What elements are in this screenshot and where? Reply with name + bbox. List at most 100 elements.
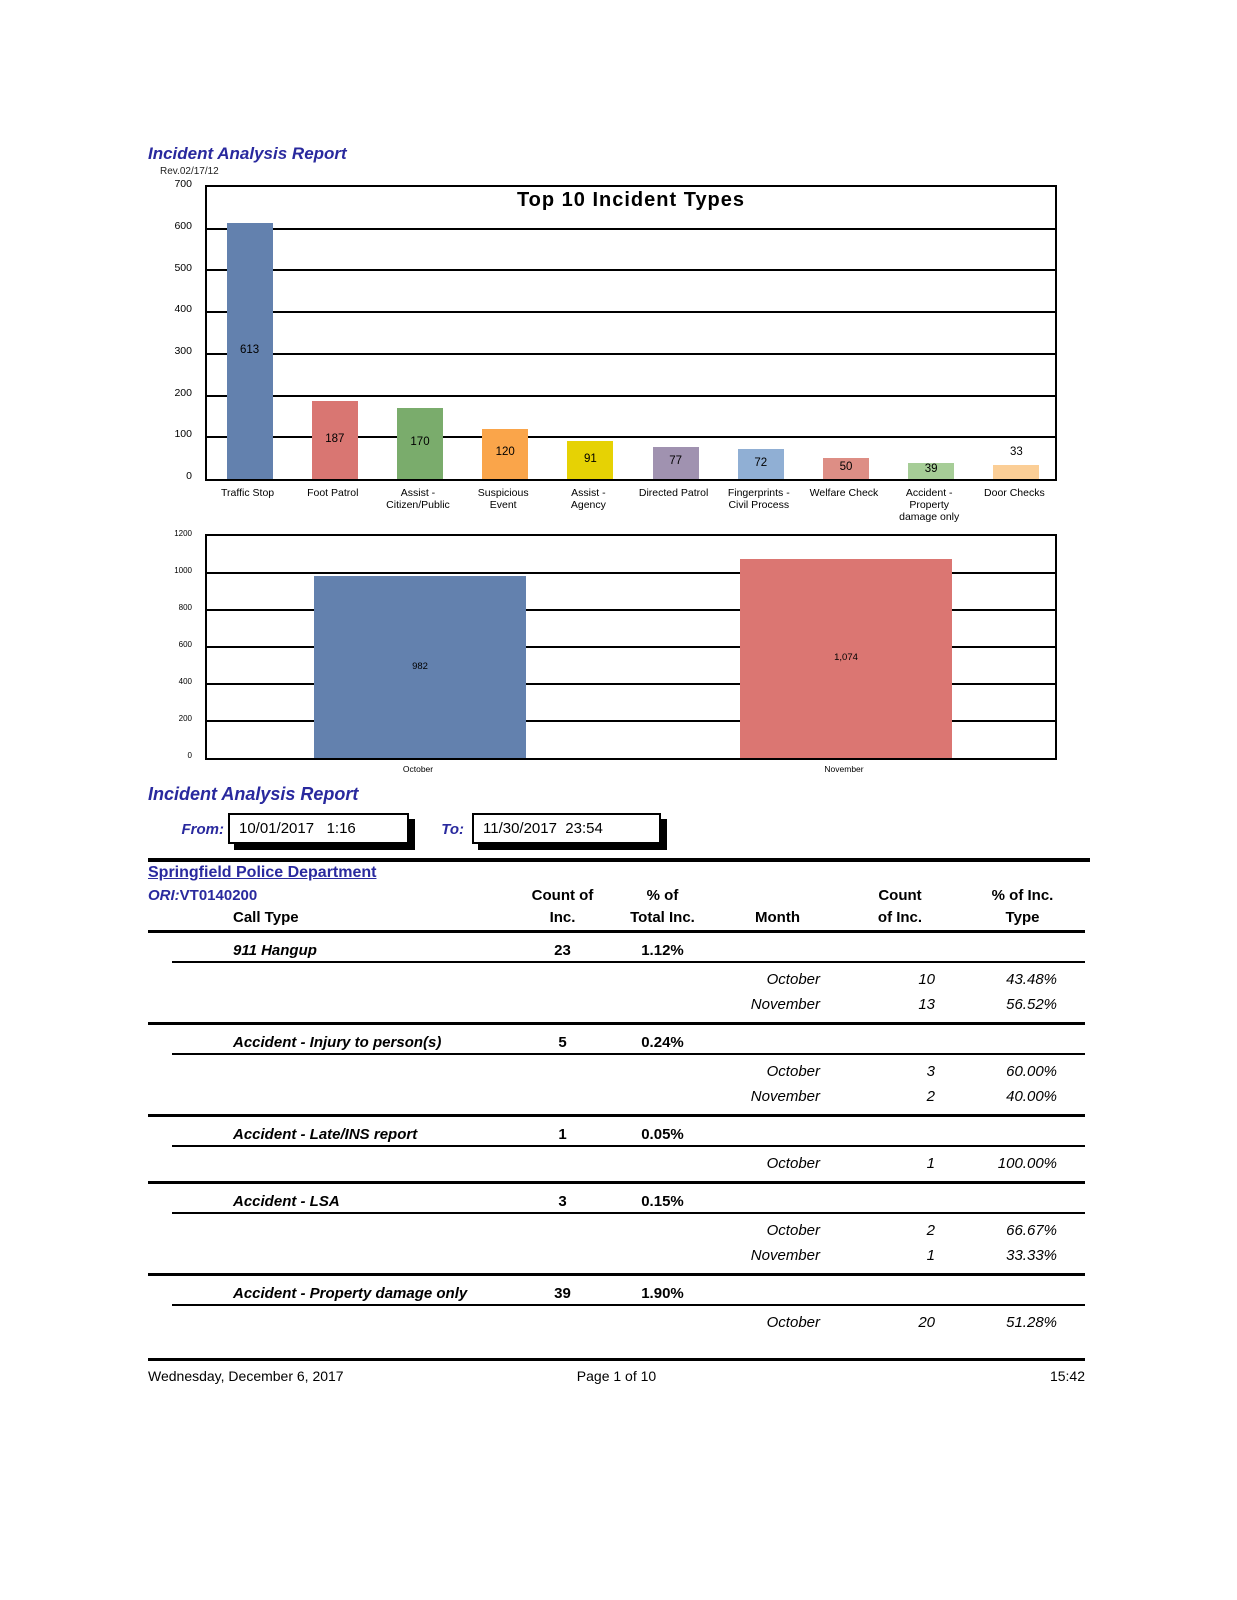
call-type-cell: Accident - Injury to person(s)	[233, 1034, 442, 1051]
month-count-cell: 10	[918, 971, 935, 988]
x-axis-category-label: Accident - Property damage only	[899, 487, 960, 524]
chart2-plot-area: 982 1,074	[205, 534, 1057, 760]
y-axis-tick-label: 600	[178, 639, 192, 649]
table-row-month: October 20 51.28%	[148, 1306, 1085, 1331]
y-axis-tick-label: 100	[174, 428, 192, 441]
month-cell: October	[766, 1063, 820, 1080]
y-axis-tick-label: 200	[178, 713, 192, 723]
bar	[823, 458, 869, 479]
incident-table: Springfield Police Department ORI:VT0140…	[148, 864, 1085, 1331]
month-pct-cell: 51.28%	[1006, 1314, 1057, 1331]
chart1-title: Top 10 Incident Types	[516, 189, 746, 211]
gridline	[207, 572, 1055, 574]
table-row-month: November 1 33.33%	[148, 1239, 1085, 1264]
count-of-inc-cell: 3	[558, 1193, 567, 1210]
group-divider	[148, 1181, 1085, 1184]
pct-total-inc-cell: 0.15%	[641, 1193, 684, 1210]
gridline	[207, 609, 1055, 611]
x-axis-category-label: Suspicious Event	[477, 487, 529, 512]
call-type-cell: 911 Hangup	[233, 942, 317, 959]
bar	[652, 446, 699, 479]
header-pct-of: % of	[646, 887, 679, 904]
y-axis-tick-label: 700	[174, 178, 192, 191]
gridline	[207, 311, 1055, 314]
y-axis-tick-label: 400	[174, 303, 192, 316]
bar-value-label: 50	[839, 461, 853, 474]
count-of-inc-cell: 5	[558, 1034, 567, 1051]
header-pct-inc: % of Inc.	[991, 887, 1054, 904]
group-divider	[148, 1273, 1085, 1276]
table-row-month: October 10 43.48%	[148, 963, 1085, 988]
bar	[226, 223, 273, 479]
table-row-call-type: 911 Hangup 23 1.12%	[148, 933, 1085, 959]
y-axis-tick-label: 500	[174, 261, 192, 274]
gridline	[207, 269, 1055, 272]
header-count-of: Count of	[531, 887, 594, 904]
month-count-cell: 3	[926, 1063, 935, 1080]
x-axis-category-label: Door Checks	[984, 487, 1045, 499]
chart2-y-axis: 0 200 400 600 800 1000 1200	[152, 529, 198, 760]
gridline	[207, 394, 1055, 397]
call-type-underline	[172, 1212, 1085, 1214]
y-axis-tick-label: 800	[178, 602, 192, 612]
bar	[311, 401, 358, 479]
table-row-call-type: Accident - Property damage only 39 1.90%	[148, 1276, 1085, 1302]
month-count-cell: 1	[926, 1155, 935, 1172]
call-type-underline	[172, 1304, 1085, 1306]
to-date-field[interactable]: 11/30/2017 23:54	[472, 813, 661, 844]
report-title: Incident Analysis Report	[148, 144, 347, 163]
month-pct-cell: 100.00%	[997, 1155, 1057, 1172]
bar-value-label: 91	[583, 452, 597, 465]
bar	[740, 559, 952, 758]
month-pct-cell: 60.00%	[1006, 1063, 1057, 1080]
count-of-inc-cell: 39	[554, 1285, 571, 1302]
bar-value-label: 613	[240, 343, 260, 356]
gridline	[207, 683, 1055, 685]
bar-value-label: 72	[754, 456, 768, 469]
footer-rule	[148, 1358, 1085, 1361]
report-title-2: Incident Analysis Report	[148, 784, 359, 804]
month-count-cell: 13	[918, 996, 935, 1013]
table-row-call-type: Accident - Late/INS report 1 0.05%	[148, 1117, 1085, 1143]
bar-value-label: 187	[325, 432, 345, 445]
month-pct-cell: 66.67%	[1006, 1222, 1057, 1239]
bar	[737, 448, 784, 479]
table-row-month: November 2 40.00%	[148, 1080, 1085, 1105]
table-row-month: November 13 56.52%	[148, 988, 1085, 1013]
call-type-underline	[172, 1145, 1085, 1147]
y-axis-tick-label: 0	[187, 750, 192, 760]
bar-value-label: 33	[1009, 445, 1023, 458]
x-axis-category-label: October	[402, 764, 434, 774]
month-count-cell: 2	[926, 1088, 935, 1105]
from-date-field[interactable]: 10/01/2017 1:16	[228, 813, 409, 844]
table-row-call-type: Accident - LSA 3 0.15%	[148, 1184, 1085, 1210]
table-row-month: October 2 66.67%	[148, 1214, 1085, 1239]
to-label: To:	[441, 821, 464, 838]
pct-total-inc-cell: 1.90%	[641, 1285, 684, 1302]
count-of-inc-cell: 23	[554, 942, 571, 959]
month-cell: November	[750, 1088, 820, 1105]
table-body: 911 Hangup 23 1.12% October 10 43.48% November…	[148, 933, 1085, 1331]
x-axis-category-label: Directed Patrol	[638, 487, 709, 499]
month-cell: October	[766, 1155, 820, 1172]
department-name: Springfield Police Department	[148, 864, 377, 881]
table-header-row-1: ORI:VT0140200 Count of % of Count % of I…	[148, 887, 1085, 909]
bar	[993, 465, 1040, 479]
bar	[397, 408, 443, 479]
x-axis-category-label: Welfare Check	[809, 487, 879, 499]
month-count-cell: 1	[926, 1247, 935, 1264]
revision-label: Rev.02/17/12	[160, 166, 219, 177]
call-type-underline	[172, 961, 1085, 963]
pct-total-inc-cell: 1.12%	[641, 942, 684, 959]
gridline	[207, 352, 1055, 355]
month-cell: October	[766, 1314, 820, 1331]
from-label: From:	[181, 821, 225, 838]
bar	[567, 441, 614, 479]
bar	[482, 428, 529, 479]
bar	[908, 462, 955, 479]
call-type-underline	[172, 1053, 1085, 1055]
month-pct-cell: 43.48%	[1006, 971, 1057, 988]
month-pct-cell: 56.52%	[1006, 996, 1057, 1013]
table-header-row-2: Call Type Inc. Total Inc. Month of Inc. …	[148, 909, 1085, 930]
header-of-inc: of Inc.	[877, 909, 923, 926]
